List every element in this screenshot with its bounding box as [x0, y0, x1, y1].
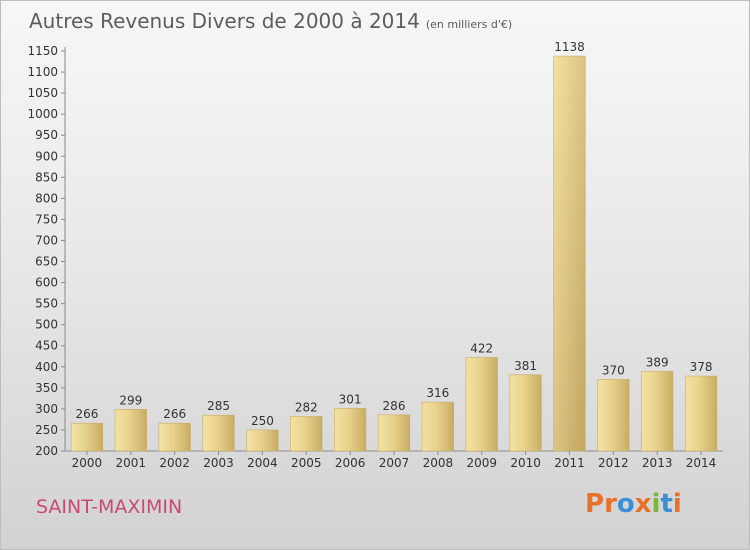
data-label-2013: 389 — [646, 355, 669, 369]
y-tick-label: 350 — [35, 381, 58, 395]
y-tick-label: 500 — [35, 318, 58, 332]
bar-2002 — [158, 422, 191, 452]
data-label-2009: 422 — [470, 342, 493, 356]
data-label-2007: 286 — [383, 399, 406, 413]
proxiti-logo-letter: i — [672, 489, 682, 519]
x-tick-label-2008: 2008 — [423, 456, 454, 470]
y-tick-label: 750 — [35, 212, 58, 226]
bar-2001 — [114, 409, 147, 452]
x-tick-label-2011: 2011 — [554, 456, 585, 470]
bar-2013 — [641, 371, 674, 452]
data-label-2001: 299 — [119, 393, 142, 407]
y-tick-label: 250 — [35, 423, 58, 437]
proxiti-logo[interactable]: Proxiti — [585, 489, 682, 519]
proxiti-logo-letter: o — [616, 489, 635, 519]
data-label-2003: 285 — [207, 399, 230, 413]
y-axis: 200 250 300 350 400 450 500 550 600 650 700 750 800 8… — [27, 44, 66, 458]
town-name: SAINT-MAXIMIN — [36, 496, 183, 518]
bar-2010 — [509, 374, 542, 452]
data-label-2014: 378 — [690, 360, 713, 374]
bar-2009 — [465, 357, 498, 452]
x-tick-label-2000: 2000 — [72, 456, 103, 470]
y-tick-label: 1050 — [27, 86, 58, 100]
data-labels: 266 299 266 285 250 282 301 286 316 422 381 1138 370… — [75, 40, 712, 428]
y-tick-label: 850 — [35, 170, 58, 184]
x-tick-label-2010: 2010 — [510, 456, 541, 470]
bar-2005 — [290, 416, 323, 452]
bar-2004 — [246, 429, 279, 452]
y-tick-label: 1100 — [27, 65, 58, 79]
bar-2012 — [597, 379, 630, 452]
y-tick-label: 1000 — [27, 107, 58, 121]
data-label-2004: 250 — [251, 414, 274, 428]
bar-2003 — [202, 414, 235, 452]
data-label-2006: 301 — [339, 392, 362, 406]
data-label-2008: 316 — [426, 386, 449, 400]
bar-2006 — [334, 408, 367, 452]
x-tick-label-2006: 2006 — [335, 456, 366, 470]
bars — [70, 55, 718, 452]
x-tick-label-2005: 2005 — [291, 456, 322, 470]
data-label-2012: 370 — [602, 363, 625, 377]
x-axis: 2000 2001 2002 2003 2004 2005 2006 2007 2008 2009… — [65, 450, 723, 470]
data-label-2011: 1138 — [554, 40, 585, 54]
y-tick-label: 200 — [35, 444, 58, 458]
bar-2014 — [684, 375, 718, 452]
proxiti-logo-letter: r — [604, 489, 617, 519]
x-tick-label-2012: 2012 — [598, 456, 629, 470]
bar-2007 — [377, 414, 411, 452]
chart-title-text: Autres Revenus Divers de 2000 à 2014 — [29, 9, 420, 33]
x-tick-label-2007: 2007 — [379, 456, 410, 470]
y-tick-label: 550 — [35, 297, 58, 311]
y-tick-label: 400 — [35, 360, 58, 374]
x-tick-label-2013: 2013 — [642, 456, 673, 470]
proxiti-logo-letter: P — [585, 489, 605, 519]
data-label-2005: 282 — [295, 400, 318, 414]
y-tick-label: 600 — [35, 276, 58, 290]
y-tick-label: 700 — [35, 233, 58, 247]
proxiti-logo-letter: x — [634, 489, 652, 519]
data-label-2002: 266 — [163, 407, 186, 421]
x-tick-label-2009: 2009 — [466, 456, 497, 470]
x-tick-label-2014: 2014 — [686, 456, 717, 470]
chart-unit-label: (en milliers d'€) — [425, 18, 513, 31]
y-tick-label: 900 — [35, 149, 58, 163]
proxiti-logo-letter: i — [651, 489, 661, 519]
bar-2000 — [70, 422, 104, 452]
y-tick-label: 650 — [35, 255, 58, 269]
y-tick-label: 950 — [35, 128, 58, 142]
y-tick-label: 450 — [35, 339, 58, 353]
bar-2008 — [421, 401, 454, 452]
chart-title: Autres Revenus Divers de 2000 à 2014 (en … — [29, 9, 512, 33]
data-label-2010: 381 — [514, 359, 537, 373]
x-tick-label-2004: 2004 — [247, 456, 278, 470]
x-tick-label-2003: 2003 — [203, 456, 234, 470]
data-label-2000: 266 — [75, 407, 98, 421]
y-tick-label: 300 — [35, 402, 58, 416]
x-tick-label-2002: 2002 — [159, 456, 190, 470]
y-tick-label: 800 — [35, 191, 58, 205]
proxiti-logo-letter: t — [660, 489, 673, 519]
y-tick-label: 1150 — [27, 44, 58, 58]
x-tick-label-2001: 2001 — [116, 456, 147, 470]
bar-2011 — [553, 55, 586, 452]
